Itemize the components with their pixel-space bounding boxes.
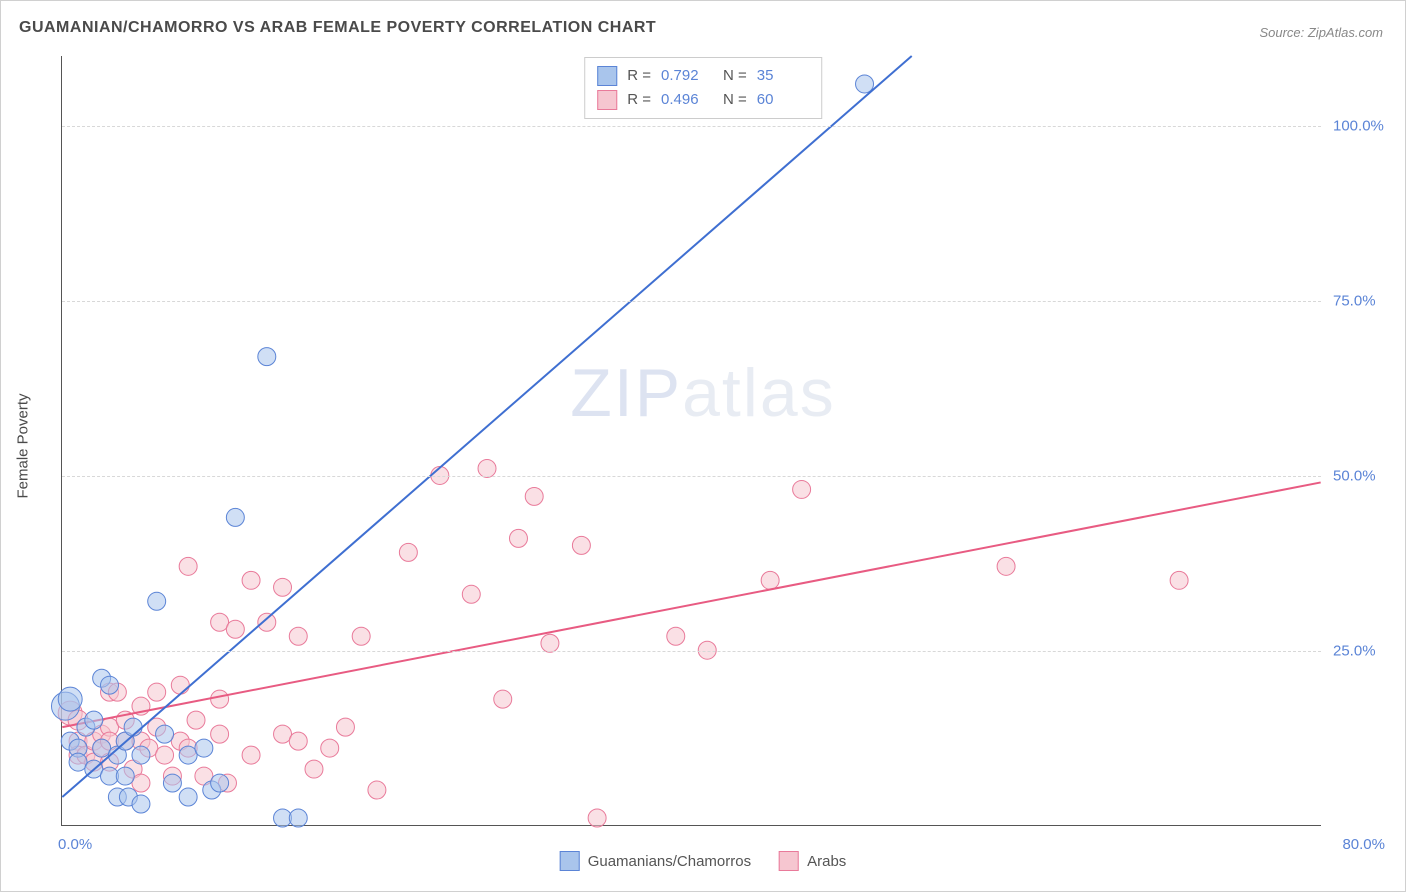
gridline xyxy=(62,476,1321,477)
legend-label-pink: Arabs xyxy=(807,853,846,870)
swatch-blue xyxy=(597,66,617,86)
swatch-pink-2 xyxy=(779,851,799,871)
scatter-point xyxy=(226,620,244,638)
r-value-pink: 0.496 xyxy=(661,88,713,112)
x-tick-origin: 0.0% xyxy=(58,836,92,853)
scatter-point xyxy=(258,348,276,366)
trend-line xyxy=(62,56,911,797)
r-label-2: R = xyxy=(627,88,651,112)
scatter-point xyxy=(132,746,150,764)
scatter-point xyxy=(321,739,339,757)
chart-container: GUAMANIAN/CHAMORRO VS ARAB FEMALE POVERT… xyxy=(0,0,1406,892)
scatter-point xyxy=(156,725,174,743)
r-label: R = xyxy=(627,64,651,88)
y-tick-label: 75.0% xyxy=(1333,293,1393,310)
scatter-point xyxy=(132,795,150,813)
n-label-2: N = xyxy=(723,88,747,112)
scatter-point xyxy=(399,543,417,561)
legend-item-blue: Guamanians/Chamorros xyxy=(560,851,751,871)
stats-row-pink: R = 0.496 N = 60 xyxy=(597,88,809,112)
scatter-point xyxy=(541,634,559,652)
scatter-point xyxy=(289,732,307,750)
scatter-point xyxy=(211,725,229,743)
scatter-point xyxy=(336,718,354,736)
scatter-point xyxy=(85,711,103,729)
scatter-plot-svg xyxy=(62,56,1321,825)
scatter-point xyxy=(274,578,292,596)
scatter-point xyxy=(305,760,323,778)
scatter-point xyxy=(667,627,685,645)
y-tick-label: 25.0% xyxy=(1333,643,1393,660)
scatter-point xyxy=(156,746,174,764)
scatter-point xyxy=(572,536,590,554)
gridline xyxy=(62,301,1321,302)
scatter-point xyxy=(494,690,512,708)
scatter-point xyxy=(761,571,779,589)
scatter-point xyxy=(588,809,606,827)
y-tick-label: 100.0% xyxy=(1333,118,1393,135)
y-tick-label: 50.0% xyxy=(1333,468,1393,485)
swatch-pink xyxy=(597,90,617,110)
scatter-point xyxy=(289,809,307,827)
scatter-point xyxy=(793,480,811,498)
scatter-point xyxy=(525,487,543,505)
scatter-point xyxy=(226,508,244,526)
scatter-point xyxy=(289,627,307,645)
scatter-point xyxy=(58,687,82,711)
scatter-point xyxy=(163,774,181,792)
x-tick-max: 80.0% xyxy=(1342,836,1385,853)
scatter-point xyxy=(856,75,874,93)
scatter-point xyxy=(352,627,370,645)
scatter-point xyxy=(148,592,166,610)
y-axis-title: Female Poverty xyxy=(15,393,32,498)
scatter-point xyxy=(258,613,276,631)
scatter-point xyxy=(368,781,386,799)
scatter-point xyxy=(462,585,480,603)
scatter-point xyxy=(997,557,1015,575)
scatter-point xyxy=(211,690,229,708)
scatter-point xyxy=(242,746,260,764)
scatter-point xyxy=(509,529,527,547)
scatter-point xyxy=(116,767,134,785)
n-value-blue: 35 xyxy=(757,64,809,88)
r-value-blue: 0.792 xyxy=(661,64,713,88)
source-attribution: Source: ZipAtlas.com xyxy=(1259,25,1383,40)
plot-area: 25.0%50.0%75.0%100.0%0.0%80.0% xyxy=(61,56,1321,826)
scatter-point xyxy=(478,459,496,477)
legend-label-blue: Guamanians/Chamorros xyxy=(588,853,751,870)
n-value-pink: 60 xyxy=(757,88,809,112)
gridline xyxy=(62,126,1321,127)
scatter-point xyxy=(148,683,166,701)
stats-legend: R = 0.792 N = 35 R = 0.496 N = 60 xyxy=(584,57,822,119)
trend-line xyxy=(62,482,1320,727)
stats-row-blue: R = 0.792 N = 35 xyxy=(597,64,809,88)
scatter-point xyxy=(195,739,213,757)
bottom-legend: Guamanians/Chamorros Arabs xyxy=(560,851,847,871)
scatter-point xyxy=(171,676,189,694)
scatter-point xyxy=(211,774,229,792)
scatter-point xyxy=(124,718,142,736)
scatter-point xyxy=(101,676,119,694)
scatter-point xyxy=(179,788,197,806)
legend-item-pink: Arabs xyxy=(779,851,846,871)
n-label: N = xyxy=(723,64,747,88)
swatch-blue-2 xyxy=(560,851,580,871)
scatter-point xyxy=(1170,571,1188,589)
scatter-point xyxy=(187,711,205,729)
gridline xyxy=(62,651,1321,652)
scatter-point xyxy=(242,571,260,589)
chart-title: GUAMANIAN/CHAMORRO VS ARAB FEMALE POVERT… xyxy=(19,19,656,37)
scatter-point xyxy=(179,557,197,575)
